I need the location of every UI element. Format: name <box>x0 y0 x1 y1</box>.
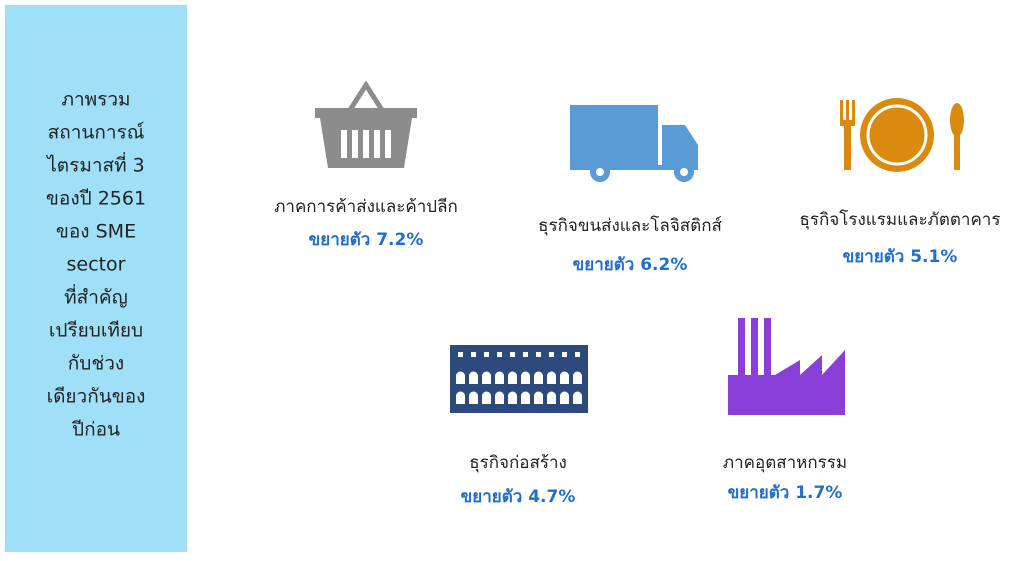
arch <box>521 391 530 404</box>
arch <box>456 391 465 404</box>
window <box>575 352 580 357</box>
truck-icon <box>570 105 698 182</box>
arch <box>456 371 465 384</box>
arch <box>495 391 504 404</box>
sidebar-line: ไตรมาสที่ 3 <box>45 152 145 177</box>
sidebar-line: ปีก่อน <box>71 419 120 441</box>
item-growth: ขยายตัว 5.1% <box>843 247 958 267</box>
item-label: ธุรกิจโรงแรมและภัตตาคาร <box>799 209 1000 230</box>
sidebar-line: เปรียบเทียบ <box>49 320 143 342</box>
sidebar-line: สถานการณ์ <box>48 122 145 144</box>
colosseum-icon <box>450 345 588 413</box>
item-growth: ขยายตัว 4.7% <box>461 487 576 507</box>
sidebar-line: ที่สำคัญ <box>64 284 128 309</box>
sidebar-line: ภาพรวม <box>61 89 130 111</box>
item-label: ธุรกิจก่อสร้าง <box>469 453 567 473</box>
sidebar-line: เดียวกันของ <box>47 386 146 408</box>
arch <box>534 391 543 404</box>
arch <box>495 371 504 384</box>
item-label: ธุรกิจขนส่งและโลจิสติกส์ <box>538 215 722 236</box>
arch <box>547 391 556 404</box>
basket-icon <box>315 80 417 168</box>
item-growth: ขยายตัว 7.2% <box>309 230 424 250</box>
arch <box>573 391 582 404</box>
sidebar-line: กับช่วง <box>68 353 124 375</box>
window <box>458 352 463 357</box>
window <box>536 352 541 357</box>
factory-icon <box>728 318 845 415</box>
sidebar-line: ของ SME <box>56 221 136 243</box>
item-growth: ขยายตัว 6.2% <box>573 255 688 275</box>
sidebar-line: ของปี 2561 <box>46 188 146 210</box>
arch <box>469 391 478 404</box>
window <box>471 352 476 357</box>
window <box>497 352 502 357</box>
window <box>523 352 528 357</box>
arch <box>560 371 569 384</box>
window <box>510 352 515 357</box>
arch <box>508 391 517 404</box>
window <box>549 352 554 357</box>
arch <box>547 371 556 384</box>
arch <box>469 371 478 384</box>
arch <box>573 371 582 384</box>
item-label: ภาคการค้าส่งและค้าปลีก <box>274 197 458 217</box>
arch <box>534 371 543 384</box>
arch <box>482 371 491 384</box>
item-growth: ขยายตัว 1.7% <box>728 483 843 503</box>
arch <box>482 391 491 404</box>
window <box>484 352 489 357</box>
arch <box>560 391 569 404</box>
sidebar <box>5 5 187 552</box>
window <box>562 352 567 357</box>
arch <box>508 371 517 384</box>
sidebar-line: sector <box>67 254 126 276</box>
arch <box>521 371 530 384</box>
plate-icon <box>840 98 964 172</box>
item-label: ภาคอุตสาหกรรม <box>723 453 847 473</box>
